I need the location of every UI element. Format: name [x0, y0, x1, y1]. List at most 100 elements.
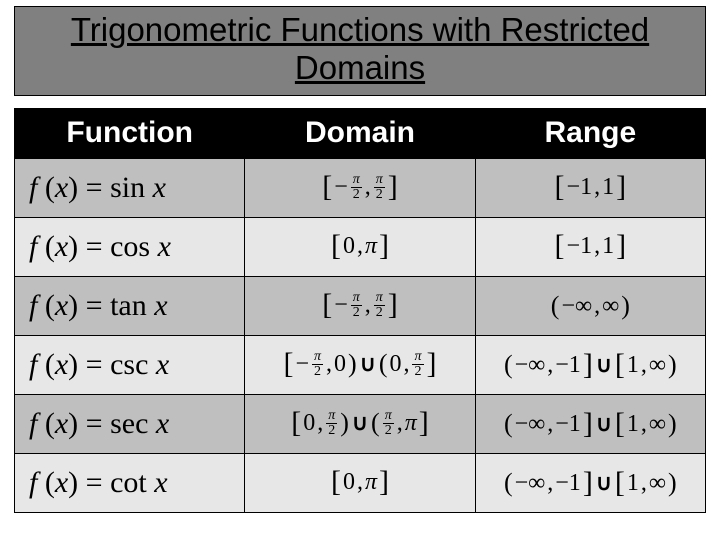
sep: ,	[547, 352, 553, 379]
paren: )	[668, 352, 677, 378]
bracket: [	[555, 231, 565, 261]
sep: ,	[317, 410, 323, 437]
x: x	[55, 466, 68, 499]
paren: (	[551, 293, 560, 319]
val: π	[365, 233, 377, 260]
sep: ,	[326, 351, 332, 378]
val: 1	[602, 233, 614, 260]
cell-range: ( −∞ , ∞ )	[475, 276, 705, 335]
num: π	[374, 173, 385, 188]
val: 0	[389, 351, 401, 378]
fname: csc	[110, 348, 156, 381]
fname: sec	[110, 407, 156, 440]
title-line-2: Domains	[25, 49, 695, 87]
bracket: [	[322, 172, 332, 202]
union-icon: ∪	[596, 411, 612, 437]
paren: (	[45, 230, 55, 263]
bracket: ]	[427, 349, 437, 379]
den: 2	[351, 306, 362, 320]
val: ∞	[602, 293, 619, 320]
num: π	[374, 291, 385, 306]
den: 2	[383, 424, 394, 438]
num: π	[412, 350, 423, 365]
header-row: Function Domain Range	[15, 108, 706, 158]
paren: (	[504, 470, 513, 496]
val: π	[405, 410, 417, 437]
table-row: f (x) = tan x [ − π2 , π2 ]	[15, 276, 706, 335]
paren: (	[45, 407, 55, 440]
x: x	[55, 289, 68, 322]
sep: ,	[357, 469, 363, 496]
val: π	[365, 469, 377, 496]
bracket: ]	[379, 231, 389, 261]
table-row: f (x) = cos x [ 0 , π ] [	[15, 217, 706, 276]
title-line-1: Trigonometric Functions with Restricted	[25, 11, 695, 49]
bracket: ]	[388, 172, 398, 202]
sep: ,	[594, 293, 600, 320]
sep: ,	[365, 292, 371, 319]
neg: −	[334, 174, 348, 201]
x: x	[55, 230, 68, 263]
cell-range: ( −∞ , −1 ] ∪ [ 1 , ∞ )	[475, 453, 705, 512]
den: 2	[412, 365, 423, 379]
fname: sin	[110, 171, 153, 204]
cell-function: f (x) = cos x	[15, 217, 245, 276]
fraction: π2	[312, 350, 323, 379]
val: −1	[555, 470, 581, 497]
bracket: [	[291, 408, 301, 438]
cell-range: ( −∞ , −1 ] ∪ [ 1 , ∞ )	[475, 394, 705, 453]
val: ∞	[649, 352, 666, 379]
cell-function: f (x) = csc x	[15, 335, 245, 394]
cell-function: f (x) = sec x	[15, 394, 245, 453]
val: 0	[343, 233, 355, 260]
den: 2	[351, 188, 362, 202]
table-wrapper: Function Domain Range f (x) = sin x [ −	[14, 108, 706, 513]
eq: ) =	[68, 171, 110, 204]
union-icon: ∪	[596, 470, 612, 496]
sep: ,	[403, 351, 409, 378]
bracket: [	[331, 467, 341, 497]
bracket: [	[283, 349, 293, 379]
f: f	[29, 289, 45, 322]
x: x	[55, 407, 68, 440]
f: f	[29, 407, 45, 440]
cell-function: f (x) = sin x	[15, 158, 245, 217]
cell-domain: [ − π2 , π2 ]	[245, 276, 475, 335]
title-band: Trigonometric Functions with Restricted …	[14, 6, 706, 96]
val: −1	[567, 174, 593, 201]
f: f	[29, 230, 45, 263]
eq: ) =	[68, 230, 110, 263]
f: f	[29, 171, 45, 204]
val: 0	[303, 410, 315, 437]
bracket: ]	[616, 231, 626, 261]
sep: ,	[641, 411, 647, 438]
paren: (	[45, 348, 55, 381]
bracket: [	[615, 409, 625, 439]
paren: )	[348, 351, 357, 377]
den: 2	[374, 188, 385, 202]
sep: ,	[594, 233, 600, 260]
cell-function: f (x) = cot x	[15, 453, 245, 512]
fraction: π2	[412, 350, 423, 379]
val: 1	[627, 411, 639, 438]
fraction: π2	[326, 409, 337, 438]
f: f	[29, 348, 45, 381]
fname: cot	[110, 466, 154, 499]
x: x	[55, 171, 68, 204]
trig-table: Function Domain Range f (x) = sin x [ −	[14, 108, 706, 513]
bracket: ]	[379, 467, 389, 497]
x2: x	[156, 348, 169, 381]
table-row: f (x) = sin x [ − π2 , π2 ]	[15, 158, 706, 217]
eq: ) =	[68, 348, 110, 381]
sep: ,	[357, 233, 363, 260]
num: π	[326, 409, 337, 424]
col-domain: Domain	[245, 108, 475, 158]
cell-domain: [ 0 , π2 ) ∪ ( π2 , π ]	[245, 394, 475, 453]
f: f	[29, 466, 45, 499]
sep: ,	[547, 470, 553, 497]
val: 1	[602, 174, 614, 201]
sep: ,	[397, 410, 403, 437]
x2: x	[156, 407, 169, 440]
neg: −	[334, 292, 348, 319]
num: π	[351, 291, 362, 306]
